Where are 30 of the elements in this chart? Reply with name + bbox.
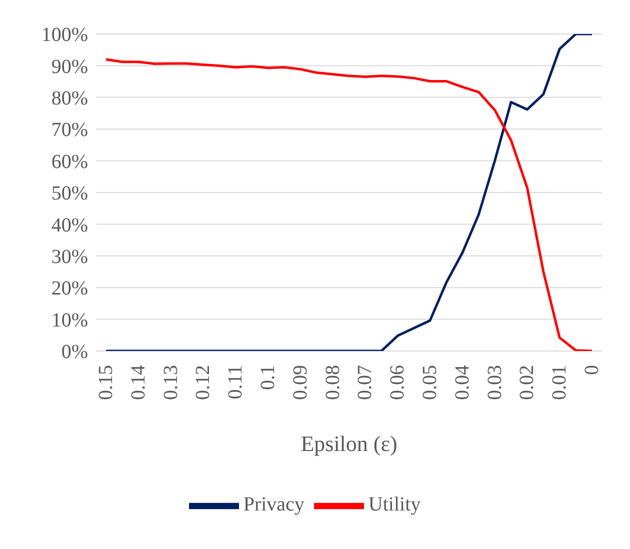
y-tick-label: 90%: [51, 56, 88, 78]
x-tick-label: 0.08: [322, 365, 344, 400]
y-tick-label: 0%: [61, 341, 88, 364]
x-axis-title: Epsilon (ε): [300, 431, 398, 456]
legend-label: Utility: [368, 494, 421, 516]
y-tick-label: 10%: [51, 309, 88, 332]
x-tick-label: 0.13: [160, 365, 182, 400]
y-tick-label: 100%: [41, 24, 88, 46]
x-tick-label: 0: [581, 365, 603, 375]
legend-label: Privacy: [243, 494, 304, 516]
x-tick-label: 0.11: [224, 365, 247, 400]
y-tick-label: 30%: [51, 246, 88, 268]
x-tick-label: 0.1: [257, 365, 279, 390]
x-tick-label: 0.04: [451, 365, 474, 400]
x-tick-label: 0.05: [419, 365, 441, 400]
x-tick-label: 0.14: [127, 365, 150, 400]
y-tick-label: 70%: [51, 119, 88, 142]
x-tick-label: 0.12: [192, 365, 214, 400]
x-tick-label: 0.03: [484, 365, 506, 400]
y-tick-label: 20%: [51, 278, 88, 300]
x-tick-label: 0.01: [548, 365, 571, 400]
y-tick-label: 60%: [51, 150, 88, 173]
x-tick-label: 0.15: [95, 365, 117, 400]
x-tick-label: 0.06: [386, 365, 409, 400]
x-tick-label: 0.09: [289, 365, 312, 400]
y-tick-label: 50%: [51, 182, 88, 205]
x-tick-label: 0.02: [516, 365, 538, 400]
y-tick-label: 80%: [51, 88, 88, 110]
x-tick-label: 0.07: [354, 365, 376, 400]
y-tick-label: 40%: [51, 214, 88, 236]
